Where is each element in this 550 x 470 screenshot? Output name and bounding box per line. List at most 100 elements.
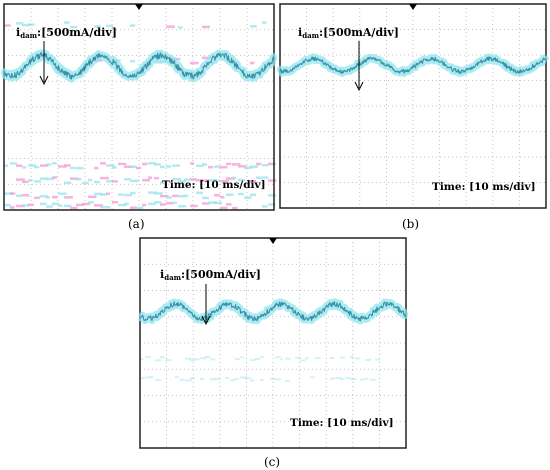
ghost-mark [160, 194, 169, 198]
ghost-mark [225, 376, 229, 379]
ghost-mark [226, 177, 235, 180]
ghost-mark [58, 192, 67, 195]
ghost-mark [232, 176, 237, 180]
ghost-mark [285, 357, 291, 360]
ghost-mark [46, 177, 54, 181]
current-prefix-b: i [298, 26, 302, 39]
ghost-mark [245, 377, 252, 380]
ghost-mark [370, 378, 376, 381]
ghost-mark [130, 191, 136, 195]
ghost-mark [190, 359, 196, 362]
time-label-a: Time: [10 ms/div] [162, 179, 266, 191]
ghost-mark [330, 377, 335, 380]
ghost-mark [178, 180, 187, 183]
ghost-mark [10, 192, 16, 195]
ghost-mark [185, 357, 192, 360]
ghost-mark [88, 178, 93, 182]
ghost-mark [4, 24, 11, 27]
ghost-mark [76, 203, 84, 207]
ghost-mark [154, 163, 161, 166]
ghost-mark [260, 379, 264, 382]
ghost-mark [130, 60, 136, 63]
ghost-mark [238, 178, 245, 182]
ghost-mark [142, 179, 151, 182]
ghost-mark [40, 202, 47, 206]
ghost-mark [315, 356, 321, 359]
ghost-mark [260, 356, 264, 359]
ghost-mark [240, 376, 247, 379]
ghost-mark [40, 195, 48, 198]
current-annotation-c: idam:[500mA/div] [160, 268, 261, 326]
ghost-mark [70, 206, 78, 210]
ghost-mark [52, 176, 58, 179]
grid-c [140, 238, 406, 448]
current-label-c: idam:[500mA/div] [160, 268, 261, 282]
ghost-mark [82, 181, 89, 185]
ghost-mark [208, 201, 217, 204]
ghost-mark [255, 357, 261, 360]
ghost-mark [160, 60, 167, 64]
ghost-mark [232, 163, 241, 166]
ghost-mark [335, 377, 342, 380]
ghost-mark [262, 21, 267, 24]
current-subscript-b: dam [302, 31, 319, 40]
ghost-mark [64, 164, 71, 167]
current-scale-c: :[500mA/div] [181, 268, 261, 281]
current-scale-a: :[500mA/div] [37, 26, 117, 39]
ghost-mark [154, 192, 163, 195]
ghost-mark [88, 201, 94, 204]
ghost-mark [340, 378, 345, 381]
ghost-mark [112, 180, 118, 183]
scope-screen-c: idam:[500mA/div] Time: [10 ms/div] [137, 237, 409, 449]
ghost-mark [22, 23, 31, 27]
current-prefix-c: i [160, 268, 164, 281]
ghost-mark [34, 196, 40, 200]
ghost-mark [100, 162, 106, 165]
current-label-b: idam:[500mA/div] [298, 26, 399, 40]
ghost-mark [202, 163, 208, 166]
ghost-mark [100, 193, 107, 196]
ghost-mark [220, 206, 228, 210]
ghost-mark [256, 162, 262, 166]
ghost-mark [268, 203, 276, 206]
ghost-mark [166, 25, 175, 28]
current-subscript-c: dam [164, 273, 181, 282]
ghost-mark [46, 205, 53, 208]
waveform-a [0, 49, 278, 83]
ghost-mark [94, 25, 101, 28]
ghost-mark [295, 356, 301, 359]
ghost-mark [190, 162, 195, 165]
ghost-mark [22, 180, 29, 184]
ghost-mark [268, 179, 277, 182]
ghost-mark [275, 378, 281, 381]
ghost-mark [46, 163, 52, 166]
ghost-mark [76, 166, 84, 170]
waveform-b [276, 53, 550, 77]
ghost-mark [172, 177, 181, 181]
ghost-mark [190, 178, 197, 181]
ghost-mark [365, 358, 372, 361]
trace-line [3, 52, 275, 80]
ghost-mark [70, 166, 76, 170]
ghost-mark [226, 162, 232, 166]
ghost-mark [112, 166, 117, 169]
ghost-mark [238, 192, 245, 196]
ghost-mark [70, 177, 79, 180]
ghost-mark [262, 176, 269, 179]
ghost-mark [76, 177, 82, 181]
ghost-mark [330, 357, 335, 360]
ghost-mark [202, 202, 210, 205]
caption-b: (b) [402, 217, 420, 231]
ghost-mark [16, 178, 25, 181]
ghost-mark [124, 202, 129, 206]
trace-line [139, 301, 407, 322]
ghost-mark [208, 179, 217, 182]
current-scale-b: :[500mA/div] [319, 26, 399, 39]
ghost-mark [172, 164, 181, 167]
ghost-mark [196, 191, 204, 195]
ghost-mark [16, 22, 24, 25]
ghost-mark [285, 379, 290, 382]
ghost-mark [155, 359, 162, 362]
ghost-mark [46, 196, 51, 199]
current-annotation-a: idam:[500mA/div] [16, 26, 117, 86]
